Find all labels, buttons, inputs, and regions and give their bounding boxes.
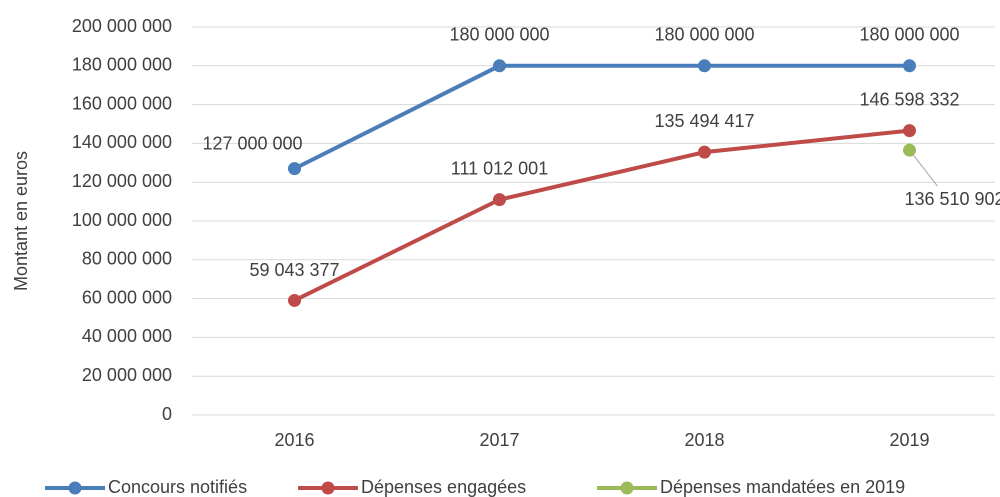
data-label: 135 494 417 — [654, 111, 754, 131]
data-label: 59 043 377 — [249, 260, 339, 280]
y-tick-label: 100 000 000 — [72, 210, 172, 230]
data-point — [493, 193, 506, 207]
y-tick-label: 60 000 000 — [82, 287, 172, 307]
data-point — [288, 293, 301, 307]
x-tick-label: 2019 — [889, 430, 929, 450]
legend-label: Concours notifiés — [108, 477, 247, 497]
y-tick-label: 20 000 000 — [82, 365, 172, 385]
data-point — [288, 162, 301, 176]
data-label: 180 000 000 — [449, 25, 549, 45]
leader-line — [913, 154, 938, 187]
data-point — [698, 59, 711, 73]
series-line — [293, 63, 910, 171]
data-label: 136 510 902 — [904, 189, 1000, 209]
y-tick-label: 40 000 000 — [82, 326, 172, 346]
data-label: 111 012 001 — [451, 158, 548, 178]
y-tick-label: 160 000 000 — [72, 93, 172, 113]
y-tick-label: 80 000 000 — [82, 249, 172, 269]
legend-marker — [321, 481, 335, 495]
data-point — [698, 145, 711, 159]
legend-label: Dépenses mandatées en 2019 — [660, 477, 905, 497]
y-tick-label: 0 — [162, 404, 172, 424]
data-point — [903, 124, 916, 138]
data-label: 127 000 000 — [202, 133, 302, 153]
x-tick-label: 2017 — [479, 430, 519, 450]
y-tick-label: 120 000 000 — [72, 171, 172, 191]
data-point — [493, 59, 506, 73]
y-axis-label: Montant en euros — [11, 151, 31, 291]
data-label: 180 000 000 — [654, 25, 754, 45]
data-point — [903, 143, 916, 157]
x-tick-label: 2016 — [274, 430, 314, 450]
series-line — [293, 128, 910, 303]
y-tick-label: 200 000 000 — [72, 16, 172, 36]
data-label: 180 000 000 — [859, 25, 959, 45]
y-tick-label: 140 000 000 — [72, 132, 172, 152]
legend-marker — [68, 481, 82, 495]
data-point — [903, 59, 916, 73]
legend-label: Dépenses engagées — [361, 477, 526, 497]
legend-marker — [620, 481, 634, 495]
x-tick-label: 2018 — [684, 430, 724, 450]
y-tick-label: 180 000 000 — [72, 55, 172, 75]
data-label: 146 598 332 — [859, 89, 959, 109]
